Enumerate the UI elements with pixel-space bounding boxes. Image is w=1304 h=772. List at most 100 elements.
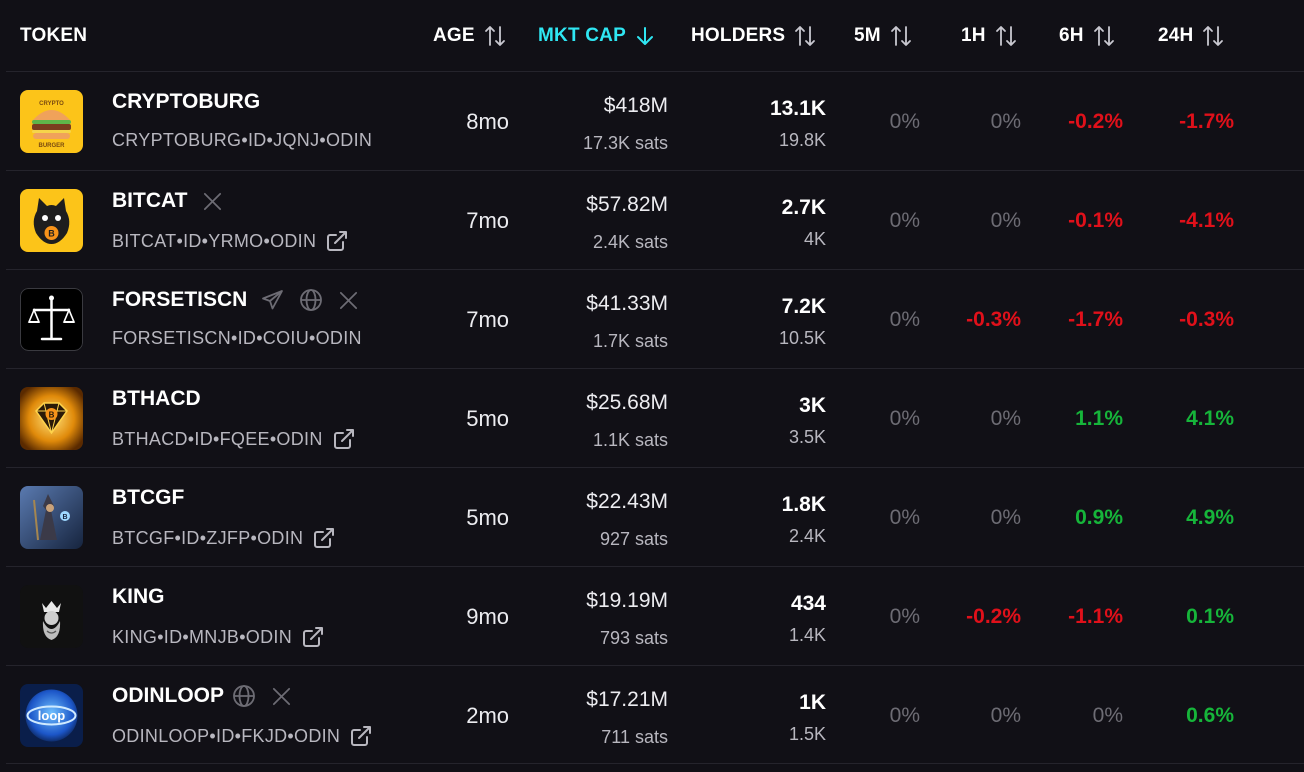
cat-logo-icon: B — [20, 189, 83, 252]
token-name[interactable]: CRYPTOBURG — [112, 90, 261, 113]
table-row[interactable]: B BTCGF BTCGF•ID•ZJFP•ODIN 5mo $22.43M 9… — [6, 467, 1304, 566]
change-5m: 0% — [889, 407, 920, 430]
change-6h: -0.2% — [1068, 110, 1123, 133]
token-age: 8mo — [466, 109, 509, 134]
token-age: 2mo — [466, 703, 509, 728]
external-link-icon[interactable] — [349, 724, 373, 748]
change-6h: 0.9% — [1075, 506, 1123, 529]
svg-text:B: B — [49, 411, 55, 420]
holders-secondary: 4K — [803, 229, 826, 249]
change-24h: -1.7% — [1179, 110, 1234, 133]
sort-updown-icon[interactable] — [889, 24, 913, 48]
price-sats: 17.3K sats — [582, 133, 668, 153]
table-row[interactable]: B BITCAT BITCAT•ID•YRMO•ODIN 7mo $57.82M… — [6, 170, 1304, 269]
sort-updown-icon[interactable] — [1201, 24, 1225, 48]
change-1h: 0% — [990, 209, 1021, 232]
holders-count: 3K — [799, 394, 826, 417]
table-row[interactable]: B BTHACD BTHACD•ID•FQEE•ODIN 5mo $25.68M… — [6, 368, 1304, 467]
sort-updown-icon[interactable] — [483, 24, 507, 48]
column-5m[interactable]: 5M — [854, 0, 913, 71]
token-name[interactable]: BTCGF — [112, 486, 185, 509]
market-cap: $41.33M — [586, 292, 668, 315]
table-row[interactable]: loop ODINLOOP ODINLOOP•ID•FKJD•ODIN 2mo … — [6, 665, 1304, 764]
holders-count: 1.8K — [781, 493, 826, 516]
svg-text:B: B — [48, 229, 55, 239]
market-cap: $17.21M — [586, 688, 668, 711]
sort-down-arrow-icon[interactable] — [634, 24, 656, 48]
column-24h[interactable]: 24H — [1158, 0, 1225, 71]
king-logo-icon — [20, 585, 83, 648]
change-24h: 4.9% — [1186, 506, 1234, 529]
telegram-icon[interactable] — [261, 288, 285, 312]
change-1h: 0% — [990, 110, 1021, 133]
token-id: BTHACD•ID•FQEE•ODIN — [112, 427, 402, 451]
token-name[interactable]: KING — [112, 585, 165, 608]
change-5m: 0% — [889, 605, 920, 628]
svg-text:B: B — [62, 514, 67, 521]
table-row[interactable]: KING KING•ID•MNJB•ODIN 9mo $19.19M 793 s… — [6, 566, 1304, 665]
globe-icon[interactable] — [232, 684, 256, 708]
holders-secondary: 1.4K — [788, 625, 826, 645]
svg-text:loop: loop — [38, 708, 65, 723]
globe-icon[interactable] — [299, 288, 323, 312]
svg-text:CRYPTO: CRYPTO — [39, 101, 64, 107]
change-6h: -1.1% — [1068, 605, 1123, 628]
external-link-icon[interactable] — [312, 526, 336, 550]
price-sats: 2.4K sats — [592, 232, 668, 252]
column-1h[interactable]: 1H — [961, 0, 1018, 71]
diamond-logo-icon: B — [20, 387, 83, 450]
holders-count: 13.1K — [769, 97, 826, 120]
price-sats: 927 sats — [599, 529, 668, 549]
column-age[interactable]: AGE — [433, 0, 507, 71]
holders-count: 434 — [790, 592, 826, 615]
token-name[interactable]: ODINLOOP — [112, 684, 293, 708]
holders-secondary: 10.5K — [778, 328, 826, 348]
token-id: CRYPTOBURG•ID•JQNJ•ODIN — [112, 130, 373, 150]
x-icon[interactable] — [337, 289, 360, 312]
change-1h: 0% — [990, 704, 1021, 727]
holders-count: 1K — [799, 691, 826, 714]
external-link-icon[interactable] — [325, 229, 349, 253]
token-name[interactable]: FORSETISCN — [112, 288, 360, 312]
column-holders[interactable]: HOLDERS — [691, 0, 817, 71]
sort-updown-icon[interactable] — [994, 24, 1018, 48]
token-name[interactable]: BTHACD — [112, 387, 201, 410]
table-row[interactable]: FORSETISCN FORSETISCN•ID•COIU•ODIN 7mo $… — [6, 269, 1304, 368]
sort-updown-icon[interactable] — [1092, 24, 1116, 48]
table-row[interactable]: CRYPTO BURGER CRYPTOBURG CRYPTOBURG•ID•J… — [6, 71, 1304, 170]
price-sats: 1.7K sats — [592, 331, 668, 351]
loop-logo-icon: loop — [20, 684, 83, 747]
column-mkt-cap[interactable]: MKT CAP — [538, 0, 656, 71]
change-1h: 0% — [990, 506, 1021, 529]
change-1h: -0.3% — [966, 308, 1021, 331]
token-id: ODINLOOP•ID•FKJD•ODIN — [112, 724, 402, 748]
market-cap: $22.43M — [586, 490, 668, 513]
wizard-logo-icon: B — [20, 486, 83, 549]
x-icon[interactable] — [270, 685, 293, 708]
change-5m: 0% — [889, 110, 920, 133]
change-1h: 0% — [990, 407, 1021, 430]
market-cap: $418M — [603, 94, 668, 117]
token-id: BTCGF•ID•ZJFP•ODIN — [112, 526, 402, 550]
change-24h: 0.1% — [1186, 605, 1234, 628]
change-24h: 0.6% — [1186, 704, 1234, 727]
market-cap: $19.19M — [586, 589, 668, 612]
external-link-icon[interactable] — [301, 625, 325, 649]
holders-count: 2.7K — [781, 196, 826, 219]
token-age: 9mo — [466, 604, 509, 629]
burger-logo-icon: CRYPTO BURGER — [20, 90, 83, 153]
external-link-icon[interactable] — [332, 427, 356, 451]
change-24h: -0.3% — [1179, 308, 1234, 331]
column-6h[interactable]: 6H — [1059, 0, 1116, 71]
price-sats: 1.1K sats — [592, 430, 668, 450]
x-icon[interactable] — [201, 190, 224, 213]
sort-updown-icon[interactable] — [793, 24, 817, 48]
table-header: TOKEN AGE MKT CAP HOLDERS 5M — [0, 0, 1304, 71]
change-5m: 0% — [889, 506, 920, 529]
change-1h: -0.2% — [966, 605, 1021, 628]
token-age: 5mo — [466, 505, 509, 530]
token-name[interactable]: BITCAT — [112, 189, 224, 213]
token-age: 5mo — [466, 406, 509, 431]
change-5m: 0% — [889, 209, 920, 232]
